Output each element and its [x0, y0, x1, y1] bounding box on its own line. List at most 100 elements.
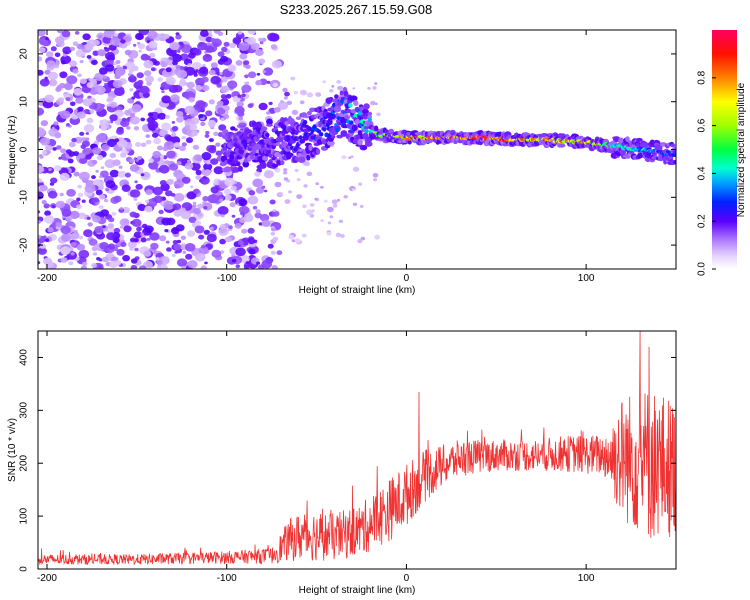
noise-blob	[217, 51, 225, 57]
noise-blob	[87, 233, 92, 238]
ridge-core	[293, 147, 298, 152]
noise-blob	[204, 169, 211, 175]
noise-blob	[54, 165, 62, 172]
noise-blob	[117, 139, 128, 148]
noise-blob	[240, 211, 245, 216]
ridge-core	[673, 153, 676, 157]
noise-blob	[157, 145, 163, 151]
noise-blob	[303, 161, 310, 166]
noise-blob	[254, 212, 262, 219]
noise-blob	[61, 60, 66, 65]
ridge-core	[285, 135, 290, 140]
noise-blob	[39, 78, 50, 87]
noise-blob	[166, 217, 176, 226]
noise-blob	[299, 100, 305, 105]
noise-blob	[59, 172, 70, 181]
noise-blob	[76, 43, 84, 50]
noise-blob	[98, 34, 103, 39]
noise-blob	[164, 59, 168, 63]
noise-blob	[83, 108, 91, 115]
noise-blob	[44, 238, 50, 243]
noise-blob	[95, 189, 103, 196]
noise-blob	[296, 178, 301, 182]
noise-blob	[114, 138, 120, 143]
noise-blob	[272, 236, 279, 242]
noise-blob	[271, 265, 278, 269]
noise-blob	[219, 238, 227, 245]
noise-blob	[261, 185, 266, 189]
ridge-core	[302, 120, 308, 125]
noise-blob	[94, 244, 99, 248]
noise-blob	[122, 255, 130, 262]
noise-blob	[198, 114, 204, 119]
noise-blob	[40, 120, 49, 127]
noise-blob	[136, 226, 142, 232]
noise-blob	[38, 210, 41, 214]
noise-blob	[74, 31, 80, 35]
noise-blob	[190, 162, 201, 171]
noise-blob	[243, 263, 250, 269]
noise-blob	[202, 64, 206, 67]
noise-blob	[322, 80, 327, 84]
noise-blob	[195, 175, 202, 180]
noise-blob	[105, 64, 115, 72]
noise-blob	[184, 243, 196, 252]
noise-blob	[104, 47, 110, 52]
noise-blob	[209, 226, 214, 230]
noise-blob	[66, 189, 76, 197]
noise-blob	[107, 120, 112, 124]
noise-blob	[220, 250, 225, 254]
ridge-halo	[362, 116, 368, 120]
noise-blob	[267, 243, 274, 249]
noise-blob	[158, 128, 169, 137]
noise-blob	[171, 121, 176, 124]
noise-blob	[283, 168, 288, 172]
noise-blob	[88, 238, 98, 246]
colorbar-ticks: 0.0 0.2 0.4 0.6 0.8	[697, 70, 716, 276]
noise-blob	[38, 220, 42, 224]
noise-blob	[124, 36, 130, 41]
noise-blob	[38, 69, 44, 76]
noise-blob	[38, 107, 45, 116]
noise-blob	[171, 125, 179, 132]
noise-blob	[193, 188, 200, 194]
noise-blob	[179, 207, 186, 213]
noise-blob	[243, 213, 254, 223]
noise-blob	[283, 177, 289, 181]
noise-blob	[133, 43, 137, 47]
noise-blob	[192, 201, 197, 205]
snr-ytick-label: 300	[19, 402, 30, 419]
noise-blob	[194, 225, 205, 234]
noise-blob	[52, 147, 57, 151]
noise-blob	[323, 199, 328, 203]
spectrogram-xtick-label: 0	[404, 273, 410, 284]
ridge-halo	[235, 161, 241, 167]
noise-blob	[173, 209, 183, 217]
noise-blob	[272, 209, 276, 213]
noise-blob	[357, 239, 363, 244]
noise-blob	[38, 191, 44, 200]
noise-blob	[175, 224, 185, 232]
noise-blob	[113, 33, 119, 37]
noise-blob	[202, 196, 209, 202]
noise-blob	[294, 168, 299, 173]
noise-blob	[197, 203, 204, 209]
ridge-halo	[553, 133, 559, 137]
noise-blob	[60, 257, 68, 263]
noise-blob	[186, 159, 191, 163]
noise-blob	[77, 212, 86, 219]
noise-blob	[182, 250, 187, 254]
ridge-halo	[407, 140, 412, 145]
noise-blob	[270, 232, 276, 236]
noise-blob	[188, 123, 198, 131]
noise-blob	[69, 46, 76, 52]
noise-blob	[320, 219, 324, 223]
noise-blob	[338, 219, 343, 223]
noise-blob	[348, 156, 352, 159]
noise-blob	[259, 41, 264, 45]
noise-blob	[98, 205, 104, 210]
noise-blob	[107, 138, 117, 148]
noise-blob	[134, 247, 139, 252]
noise-blob	[208, 122, 215, 128]
ridge-halo	[298, 156, 306, 163]
